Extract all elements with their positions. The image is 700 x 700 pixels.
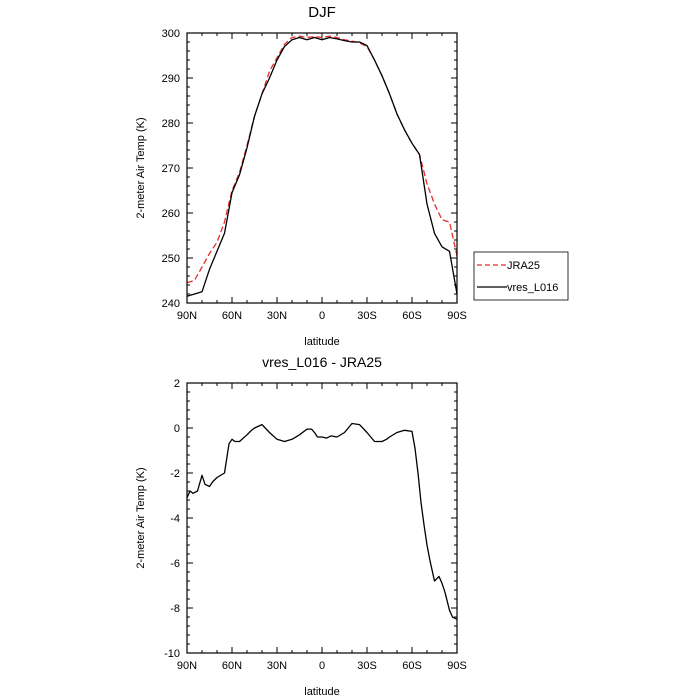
chart-title: vres_L016 - JRA25 xyxy=(262,354,382,370)
axis-ticks: 90N 60N 30N 0 30S 60S 90S 240 250 260 270 280 290 300 xyxy=(162,28,467,322)
y-tick-label: -6 xyxy=(170,558,180,570)
series-line-jra25 xyxy=(186,35,458,284)
x-tick-label: 90N xyxy=(177,310,197,322)
x-tick-label: 60N xyxy=(222,660,242,672)
x-axis-label: latitude xyxy=(304,336,339,348)
y-axis-label: 2-meter Air Temp (K) xyxy=(135,117,147,218)
y-tick-label: -4 xyxy=(170,513,180,525)
y-tick-label: -8 xyxy=(170,603,180,615)
y-axis-label: 2-meter Air Temp (K) xyxy=(135,467,147,568)
series-lines xyxy=(186,35,458,297)
x-tick-label: 60S xyxy=(402,660,422,672)
x-tick-label: 0 xyxy=(319,660,325,672)
y-tick-label: 250 xyxy=(162,253,180,265)
x-tick-label: 30N xyxy=(267,310,287,322)
x-tick-label: 30S xyxy=(357,310,377,322)
y-tick-label: 240 xyxy=(162,298,180,310)
y-tick-label: -10 xyxy=(164,648,180,660)
x-tick-label: 30S xyxy=(357,660,377,672)
legend-box xyxy=(473,251,569,301)
plot-frame xyxy=(186,32,458,304)
panel-bottom: vres_L016 - JRA25 2-meter Air Temp (K) l… xyxy=(135,354,467,698)
y-tick-label: 260 xyxy=(162,208,180,220)
x-tick-label: 30N xyxy=(267,660,287,672)
y-tick-label: 280 xyxy=(162,118,180,130)
series-lines xyxy=(186,422,458,620)
x-tick-label: 90N xyxy=(177,660,197,672)
x-tick-label: 90S xyxy=(447,660,467,672)
panel-top: DJF 2-meter Air Temp (K) latitude 90N 60N… xyxy=(135,4,569,348)
y-tick-label: 0 xyxy=(174,423,180,435)
y-tick-label: 270 xyxy=(162,163,180,175)
y-tick-label: -2 xyxy=(170,468,180,480)
y-tick-label: 300 xyxy=(162,28,180,40)
axis-ticks: 90N 60N 30N 0 30S 60S 90S -10 -8 -6 -4 -2 0 2 xyxy=(164,378,467,672)
x-tick-label: 90S xyxy=(447,310,467,322)
x-tick-label: 60N xyxy=(222,310,242,322)
x-axis-label: latitude xyxy=(304,686,339,698)
series-line-difference xyxy=(186,422,458,620)
x-tick-label: 0 xyxy=(319,310,325,322)
legend-label-vres-l016: vres_L016 xyxy=(507,282,558,294)
x-tick-label: 60S xyxy=(402,310,422,322)
y-tick-label: 290 xyxy=(162,73,180,85)
legend: JRA25 vres_L016 xyxy=(473,251,569,301)
series-line-vres-l016 xyxy=(186,36,458,297)
chart-title: DJF xyxy=(308,4,336,21)
legend-label-jra25: JRA25 xyxy=(507,260,540,272)
plot-frame xyxy=(186,382,458,654)
y-tick-label: 2 xyxy=(174,378,180,390)
